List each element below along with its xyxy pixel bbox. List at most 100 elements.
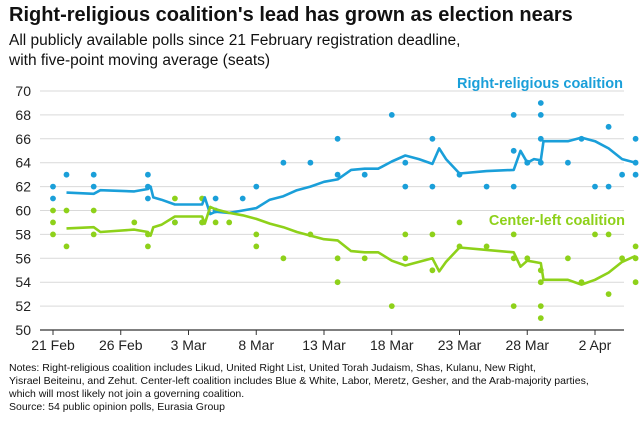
right-religious-poll-point bbox=[402, 183, 409, 190]
chart-notes: Notes: Right-religious coalition include… bbox=[9, 362, 629, 414]
center-left-poll-point bbox=[537, 303, 544, 309]
right-religious-poll-point bbox=[510, 147, 517, 154]
right-religious-poll-point bbox=[605, 183, 612, 190]
center-left-moving-average-line bbox=[66, 205, 637, 286]
right-religious-poll-point bbox=[90, 183, 97, 190]
notes-line-3: which will most likely not join a govern… bbox=[9, 388, 245, 400]
y-tick-label: 56 bbox=[15, 250, 31, 266]
right-religious-poll-point bbox=[239, 195, 246, 202]
moving-average-lines bbox=[66, 136, 637, 286]
x-tick-label: 2 Apr bbox=[579, 337, 612, 353]
right-religious-poll-point bbox=[402, 159, 409, 166]
y-tick-label: 58 bbox=[15, 226, 31, 242]
x-tick-label: 3 Mar bbox=[171, 337, 207, 353]
center-left-poll-point bbox=[402, 231, 409, 238]
right-religious-poll-point bbox=[537, 100, 544, 106]
right-religious-poll-point bbox=[565, 159, 571, 166]
y-tick-label: 50 bbox=[15, 322, 31, 338]
right-religious-poll-point bbox=[280, 159, 287, 166]
y-tick-label: 54 bbox=[15, 274, 31, 290]
right-religious-poll-point bbox=[361, 171, 368, 178]
notes-line-1: Notes: Right-religious coalition include… bbox=[9, 362, 536, 374]
center-left-poll-point bbox=[388, 303, 395, 309]
center-left-poll-point bbox=[50, 207, 56, 214]
subtitle-line-1: All publicly available polls since 21 Fe… bbox=[9, 32, 461, 49]
right-religious-poll-point bbox=[483, 183, 490, 190]
right-religious-poll-point bbox=[510, 112, 517, 118]
center-left-poll-point bbox=[50, 219, 56, 226]
center-left-poll-point bbox=[483, 243, 490, 250]
right-religious-label: Right-religious coalition bbox=[457, 76, 623, 92]
center-left-poll-point bbox=[565, 255, 571, 262]
right-religious-poll-point bbox=[307, 159, 314, 166]
right-religious-poll-point bbox=[145, 171, 151, 178]
y-tick-label: 70 bbox=[15, 83, 31, 99]
center-left-poll-point bbox=[632, 279, 639, 286]
y-tick-label: 66 bbox=[15, 131, 31, 147]
chart-subtitle: All publicly available polls since 21 Fe… bbox=[9, 31, 460, 71]
right-religious-poll-point bbox=[537, 112, 544, 118]
center-left-poll-point bbox=[605, 291, 612, 297]
center-left-poll-point bbox=[90, 231, 97, 238]
center-left-poll-point bbox=[510, 231, 517, 238]
center-left-poll-point bbox=[429, 267, 436, 274]
center-left-poll-point bbox=[172, 195, 178, 202]
right-religious-poll-point bbox=[632, 135, 639, 142]
center-left-poll-point bbox=[63, 207, 70, 214]
right-religious-poll-point bbox=[537, 135, 544, 142]
x-tick-label: 21 Feb bbox=[31, 337, 75, 353]
center-left-poll-point bbox=[280, 255, 287, 262]
center-left-poll-point bbox=[253, 231, 260, 238]
center-left-poll-point bbox=[361, 255, 368, 262]
center-left-poll-point bbox=[253, 243, 260, 250]
right-religious-moving-average-line bbox=[66, 136, 636, 216]
y-tick-label: 52 bbox=[15, 298, 31, 314]
x-axis: 21 Feb 26 Feb 3 Mar 8 Mar 13 Mar 18 Mar 23 Mar… bbox=[31, 329, 624, 353]
center-left-poll-point bbox=[334, 255, 341, 262]
center-left-poll-point bbox=[605, 231, 612, 238]
x-tick-label: 28 Mar bbox=[505, 337, 549, 353]
center-left-poll-point bbox=[429, 231, 436, 238]
center-left-poll-point bbox=[456, 219, 463, 226]
right-religious-poll-point bbox=[334, 135, 341, 142]
y-axis-tick-labels: 50 52 54 56 58 60 62 64 66 68 70 bbox=[15, 83, 31, 338]
notes-line-2: Yisrael Beiteinu, and Zehut. Center-left… bbox=[9, 375, 589, 387]
y-tick-label: 64 bbox=[15, 155, 31, 171]
right-religious-poll-point bbox=[145, 195, 151, 202]
center-left-poll-point bbox=[172, 219, 178, 226]
series-labels: Right-religious coalition Center-left coa… bbox=[457, 76, 625, 229]
center-left-poll-point bbox=[90, 207, 97, 214]
right-religious-poll-point bbox=[429, 135, 436, 142]
right-religious-poll-point bbox=[592, 183, 598, 190]
right-religious-poll-point bbox=[212, 195, 219, 202]
right-religious-poll-point bbox=[388, 112, 395, 118]
right-religious-poll-point bbox=[253, 183, 260, 190]
center-left-poll-point bbox=[619, 255, 625, 262]
right-religious-poll-point bbox=[90, 171, 97, 178]
right-religious-poll-point bbox=[334, 171, 341, 178]
y-tick-label: 62 bbox=[15, 179, 31, 195]
center-left-poll-point bbox=[131, 219, 138, 226]
grid-lines bbox=[40, 90, 624, 307]
right-religious-poll-point bbox=[619, 171, 625, 178]
center-left-poll-point bbox=[402, 255, 409, 262]
y-tick-label: 60 bbox=[15, 203, 31, 219]
chart-title: Right-religious coalition's lead has gro… bbox=[9, 4, 573, 26]
center-left-poll-point bbox=[632, 243, 639, 250]
x-tick-label: 18 Mar bbox=[370, 337, 414, 353]
right-religious-poll-point bbox=[429, 183, 436, 190]
x-tick-label: 26 Feb bbox=[99, 337, 143, 353]
chart-source: Source: 54 public opinion polls, Eurasia… bbox=[9, 401, 225, 413]
right-religious-poll-point bbox=[50, 183, 56, 190]
x-tick-label: 23 Mar bbox=[438, 337, 482, 353]
y-tick-label: 68 bbox=[15, 107, 31, 123]
x-tick-label: 8 Mar bbox=[238, 337, 274, 353]
center-left-poll-point bbox=[592, 231, 598, 238]
center-left-poll-point bbox=[510, 303, 517, 309]
center-left-poll-point bbox=[226, 219, 233, 226]
right-religious-poll-point bbox=[50, 195, 56, 202]
center-left-poll-point bbox=[145, 243, 151, 250]
center-left-poll-point bbox=[537, 315, 544, 321]
subtitle-line-2: with five-point moving average (seats) bbox=[9, 52, 271, 69]
